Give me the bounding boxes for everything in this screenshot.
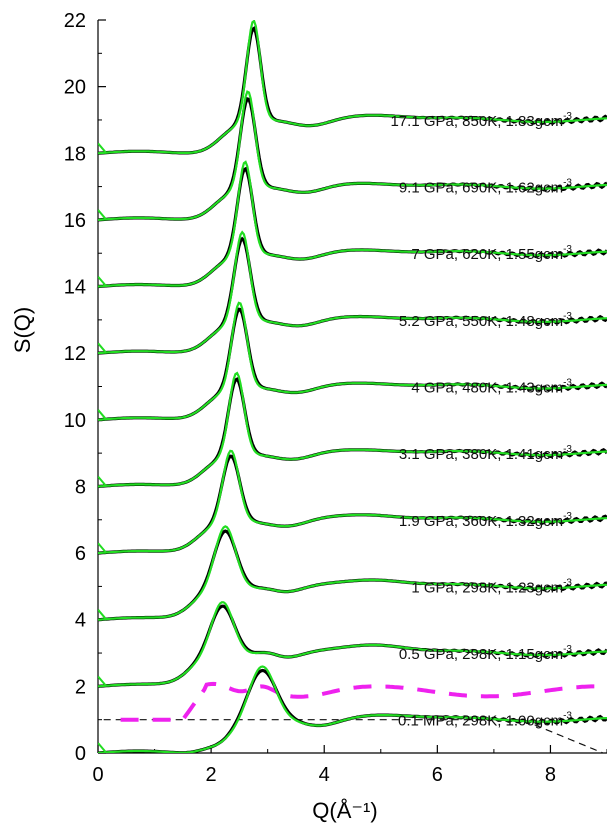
sq-curve-group xyxy=(98,160,607,289)
reference-dashed-line xyxy=(103,719,605,753)
y-tick-label: 4 xyxy=(75,610,86,632)
fit-curve-start xyxy=(98,275,108,288)
magenta-reference-curve xyxy=(120,681,607,722)
fit-curve-start xyxy=(98,742,108,753)
sq-curve-group xyxy=(98,525,607,622)
y-tick-label: 8 xyxy=(75,476,86,498)
y-tick-label: 2 xyxy=(75,676,86,698)
fit-curve xyxy=(98,601,607,688)
sq-curve-group xyxy=(98,371,607,489)
curve-labels: 0.1 MPa, 298K, 1.00gcm-3 0.5 GPa, 298K, 1… xyxy=(390,111,572,730)
sq-curve-group xyxy=(98,301,607,422)
sq-curve-group xyxy=(98,20,607,155)
y-tick-label: 22 xyxy=(64,10,86,32)
y-axis-title: S(Q) xyxy=(10,307,35,353)
curve-label: 7 GPa, 620K, 1.55gcm-3 xyxy=(411,244,572,263)
y-tick-label: 0 xyxy=(75,743,86,765)
fit-curve xyxy=(98,160,607,288)
experimental-curve xyxy=(98,529,607,622)
fit-curve-start xyxy=(98,342,108,354)
x-tick-label: 8 xyxy=(545,764,556,786)
fit-curve-start xyxy=(98,475,108,488)
sq-curve-group xyxy=(98,230,607,355)
y-tick-label: 20 xyxy=(64,77,86,99)
fit-curve-start xyxy=(98,609,108,621)
y-tick-label: 12 xyxy=(64,343,86,365)
curve-label: 17.1 GPa, 850K, 1.83gcm-3 xyxy=(390,111,572,130)
experimental-curve xyxy=(98,454,607,555)
fit-curve xyxy=(98,449,607,555)
fit-curve-start xyxy=(98,209,108,221)
y-tick-label: 14 xyxy=(64,277,86,299)
x-axis-title: Q(Å⁻¹) xyxy=(312,798,377,823)
sq-curve-group xyxy=(98,90,607,222)
y-tick-label: 10 xyxy=(64,410,86,432)
curve-label: 1.9 GPa, 360K, 1.32gcm-3 xyxy=(399,511,573,530)
fit-curve-start xyxy=(98,675,108,688)
curve-label: 4 GPa, 480K, 1.43gcm-3 xyxy=(411,378,572,397)
y-tick-label: 18 xyxy=(64,143,86,165)
x-tick-label: 2 xyxy=(206,764,217,786)
fit-curve xyxy=(98,371,607,488)
curve-label: 9.1 GPa, 690K, 1.62gcm-3 xyxy=(399,178,573,197)
x-tick-label: 6 xyxy=(432,764,443,786)
curve-label: 5.2 GPa, 550K, 1.48gcm-3 xyxy=(399,311,573,330)
fit-curve-start xyxy=(98,409,108,421)
sq-curve-group xyxy=(98,449,607,555)
curve-label: 3.1 GPa, 380K, 1.41gcm-3 xyxy=(399,444,573,463)
sq-curve-group xyxy=(98,601,607,688)
fit-curve xyxy=(98,301,607,421)
curve-label: 1 GPa, 298K, 1.23gcm-3 xyxy=(411,577,572,596)
y-tick-label: 16 xyxy=(64,210,86,232)
fit-curve xyxy=(98,20,607,155)
y-tick-label: 6 xyxy=(75,543,86,565)
sq-curve-group xyxy=(98,665,607,753)
fit-curve xyxy=(98,525,607,621)
fit-curve xyxy=(98,230,607,355)
fit-curve-start xyxy=(98,542,108,554)
experimental-curve xyxy=(98,26,607,155)
fit-curve-start xyxy=(98,142,108,154)
fit-curve xyxy=(98,90,607,221)
x-tick-label: 4 xyxy=(319,764,330,786)
series-group xyxy=(98,20,607,753)
fit-curve xyxy=(98,665,607,753)
x-tick-label: 0 xyxy=(92,764,103,786)
curve-label: 0.1 MPa, 298K, 1.00gcm-3 xyxy=(398,711,572,730)
curve-label: 0.5 GPa, 298K, 1.15gcm-3 xyxy=(399,644,573,663)
